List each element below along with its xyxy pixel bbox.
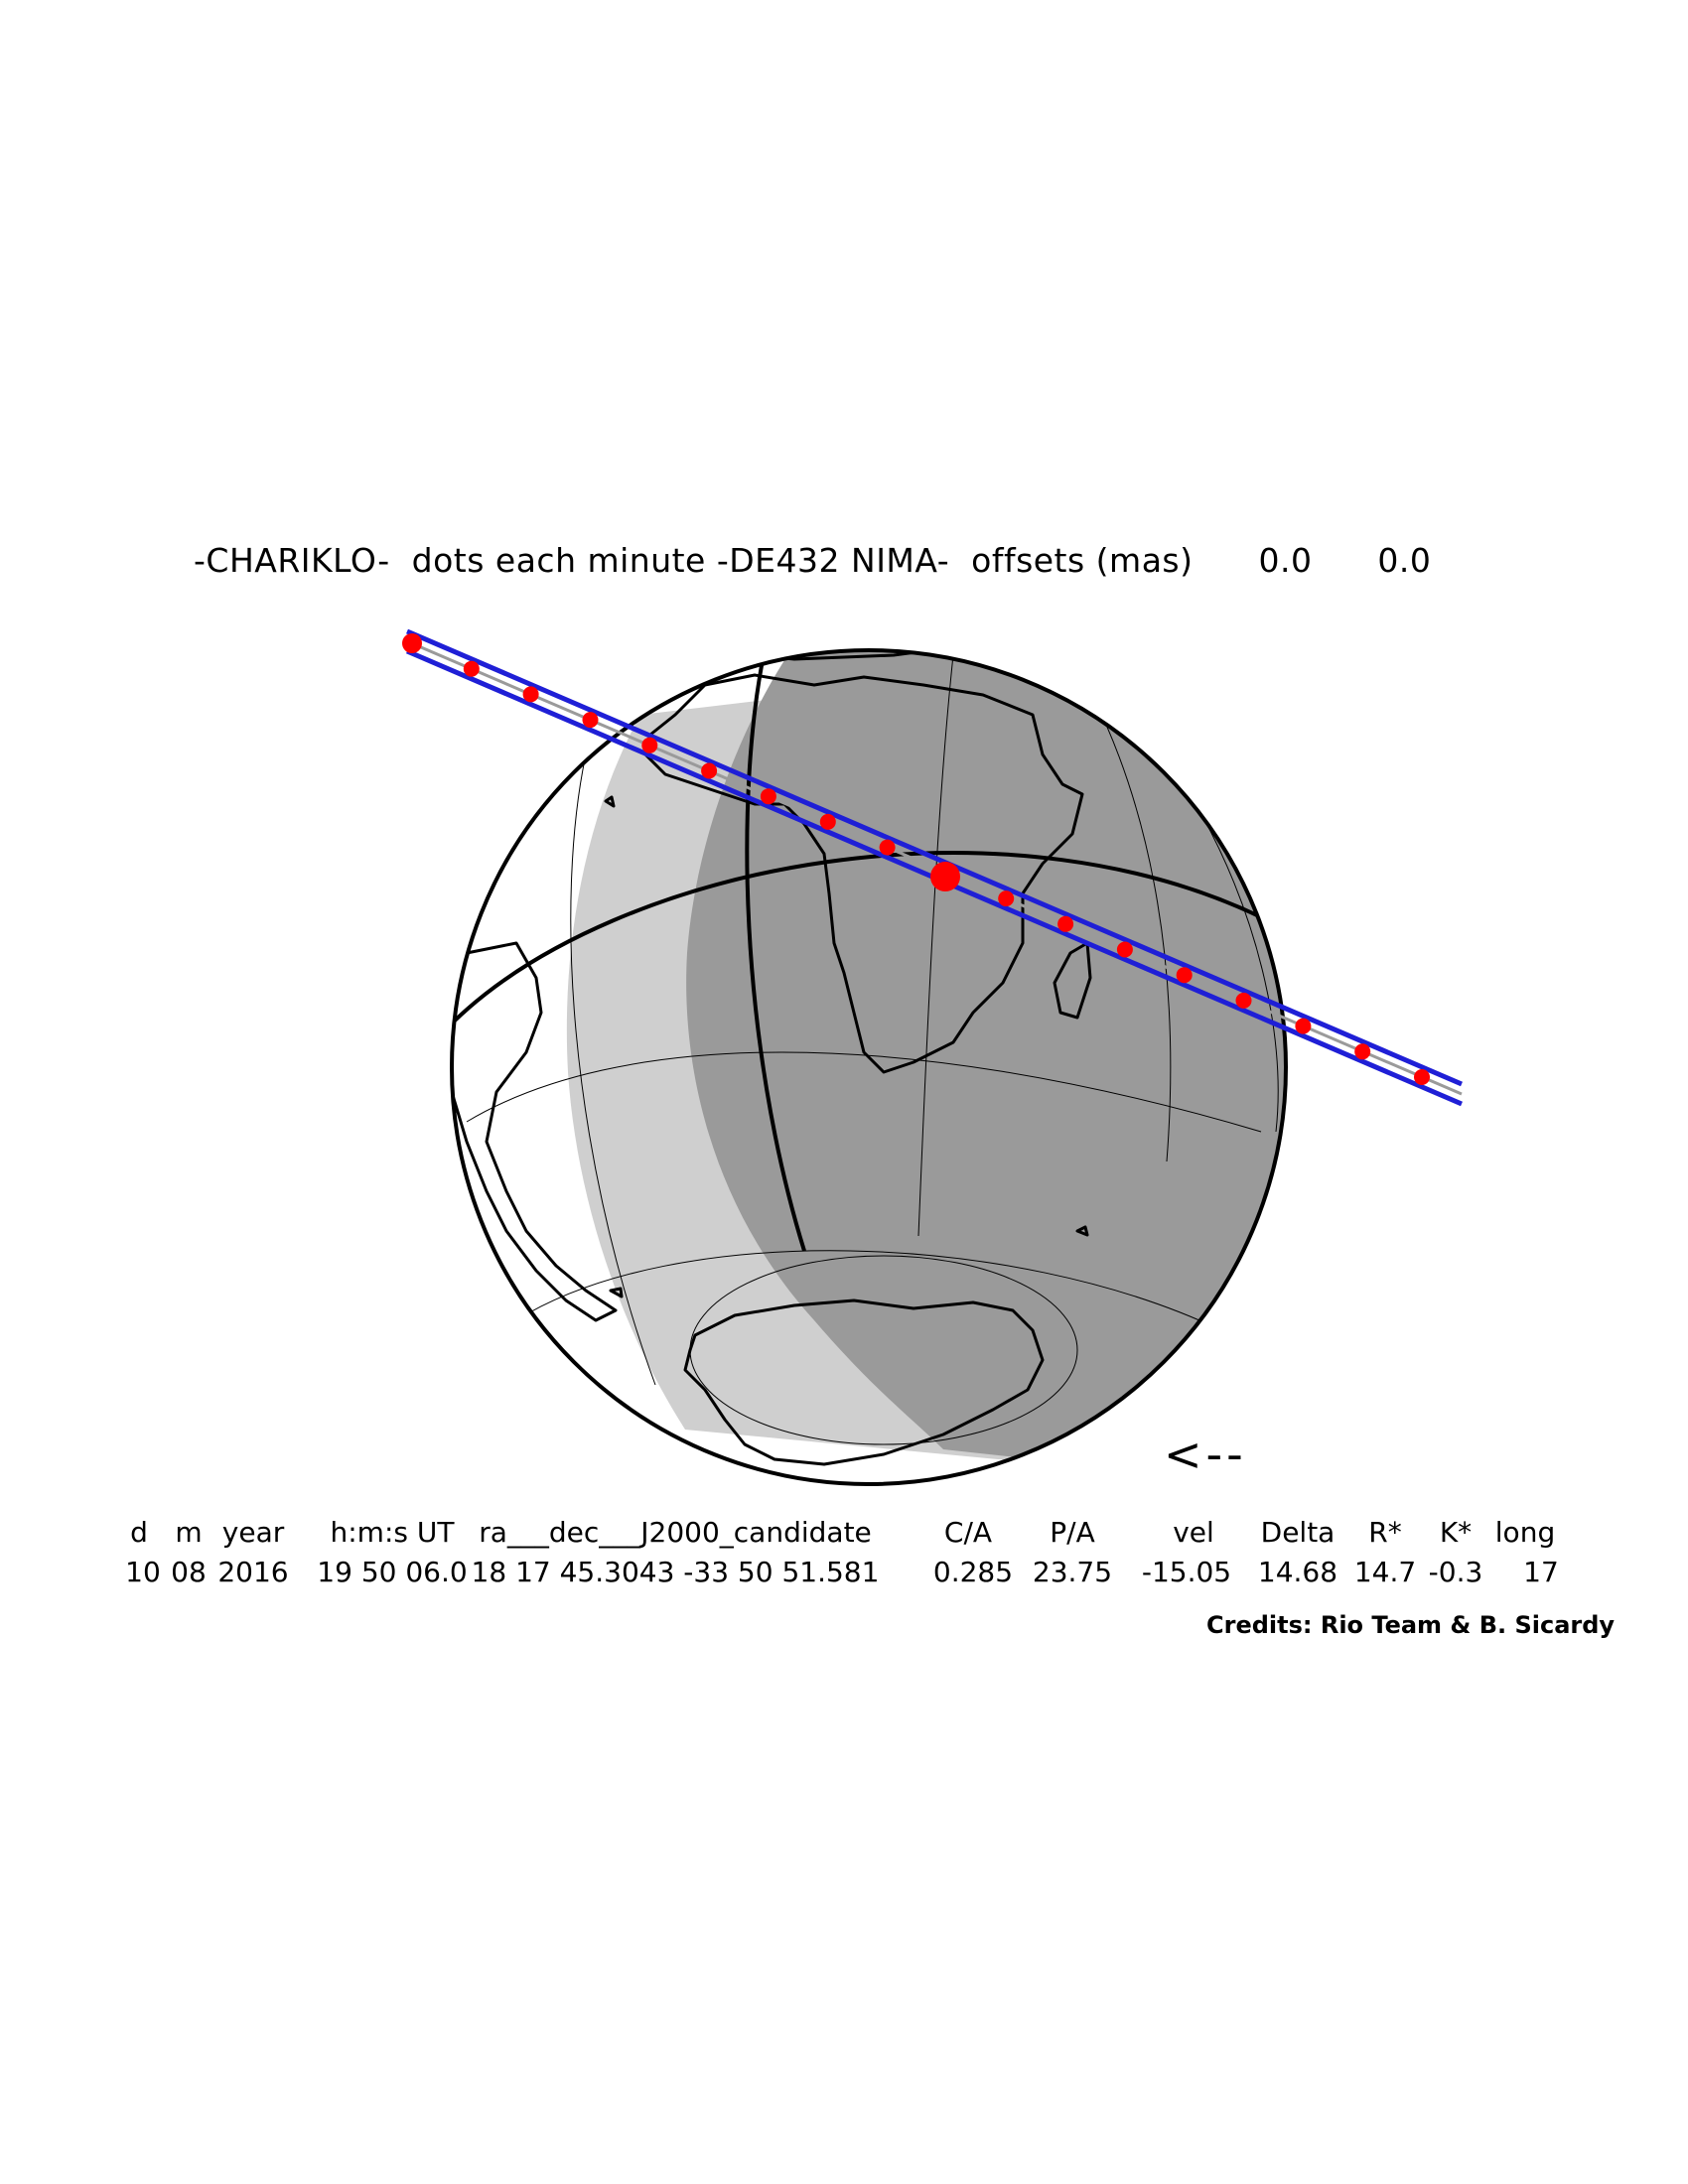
title-dots: dots each minute — [411, 541, 706, 580]
globe-outline — [450, 648, 1288, 1486]
chart-title: -CHARIKLO- dots each minute -DE432 NIMA-… — [194, 541, 1504, 580]
table-value-cell: 14.7 — [1353, 1556, 1417, 1588]
antarctica-outline — [683, 1298, 1045, 1466]
minute-dot — [819, 813, 836, 830]
closest-approach-marker — [930, 862, 960, 891]
shadow-track — [402, 628, 1463, 1107]
africa-outline — [643, 673, 1084, 1074]
equator — [452, 851, 1284, 1024]
table-header-cell: long — [1494, 1516, 1556, 1549]
table-value-cell: -0.3 — [1428, 1556, 1483, 1588]
night-region — [686, 650, 1286, 1484]
table-header-cell: d — [130, 1516, 148, 1549]
table-value-cell: 23.75 — [1032, 1556, 1113, 1588]
direction-arrow: <-- — [1164, 1428, 1247, 1481]
minute-dot — [1235, 992, 1252, 1009]
minute-dot — [522, 686, 539, 703]
minute-dot — [402, 633, 422, 653]
table-header-cell: h:m:s UT — [330, 1516, 455, 1549]
south-america-outline — [452, 941, 618, 1322]
table-header-cell: K* — [1439, 1516, 1473, 1549]
table-header-cell: vel — [1173, 1516, 1214, 1549]
table-value-cell: 14.68 — [1257, 1556, 1338, 1588]
minute-dot — [463, 660, 480, 677]
minute-dot — [1116, 941, 1133, 958]
minute-dot — [641, 737, 658, 753]
title-offset-dec: 0.0 — [1377, 541, 1432, 580]
prime-meridian — [745, 650, 806, 1252]
minute-dot — [1414, 1069, 1430, 1085]
table-header-cell: ra___dec___J2000_candidate — [479, 1516, 872, 1549]
minute-dot — [1176, 967, 1193, 984]
track-edge-north — [406, 628, 1463, 1087]
table-value-cell: 2016 — [217, 1556, 289, 1588]
table-value-cell: -15.05 — [1141, 1556, 1232, 1588]
table-value-cell: 17 — [1523, 1556, 1559, 1588]
islands-outline — [604, 795, 1089, 1298]
minute-dot — [1295, 1018, 1312, 1034]
minute-dot — [582, 712, 599, 729]
minute-dot — [701, 762, 718, 779]
title-ephemeris: -DE432 NIMA- — [716, 541, 950, 580]
title-object: -CHARIKLO- — [194, 541, 390, 580]
title-offset-ra: 0.0 — [1258, 541, 1313, 580]
minute-dot — [998, 890, 1015, 907]
table-header-cell: year — [221, 1516, 285, 1549]
minute-dot — [760, 788, 776, 805]
table-header-cell: R* — [1368, 1516, 1402, 1549]
table-value-cell: 19 50 06.0 — [317, 1556, 468, 1588]
table-header-cell: C/A — [943, 1516, 993, 1549]
table-value-cell: 10 — [125, 1556, 161, 1588]
table-header-cell: Delta — [1260, 1516, 1336, 1549]
table-value-cell: 08 — [171, 1556, 207, 1588]
minute-dot — [879, 839, 896, 856]
coastlines — [452, 650, 1092, 1466]
table-header-cell: P/A — [1050, 1516, 1095, 1549]
minute-dot — [1354, 1043, 1371, 1060]
title-offsets-label: offsets (mas) — [971, 541, 1194, 580]
minute-dot — [1057, 915, 1074, 932]
credits: Credits: Rio Team & B. Sicardy — [1206, 1611, 1616, 1639]
table-header-cell: m — [175, 1516, 203, 1549]
table-value-cell: 0.285 — [932, 1556, 1014, 1588]
table-value-cell: 18 17 45.3043 -33 50 51.581 — [471, 1556, 880, 1588]
